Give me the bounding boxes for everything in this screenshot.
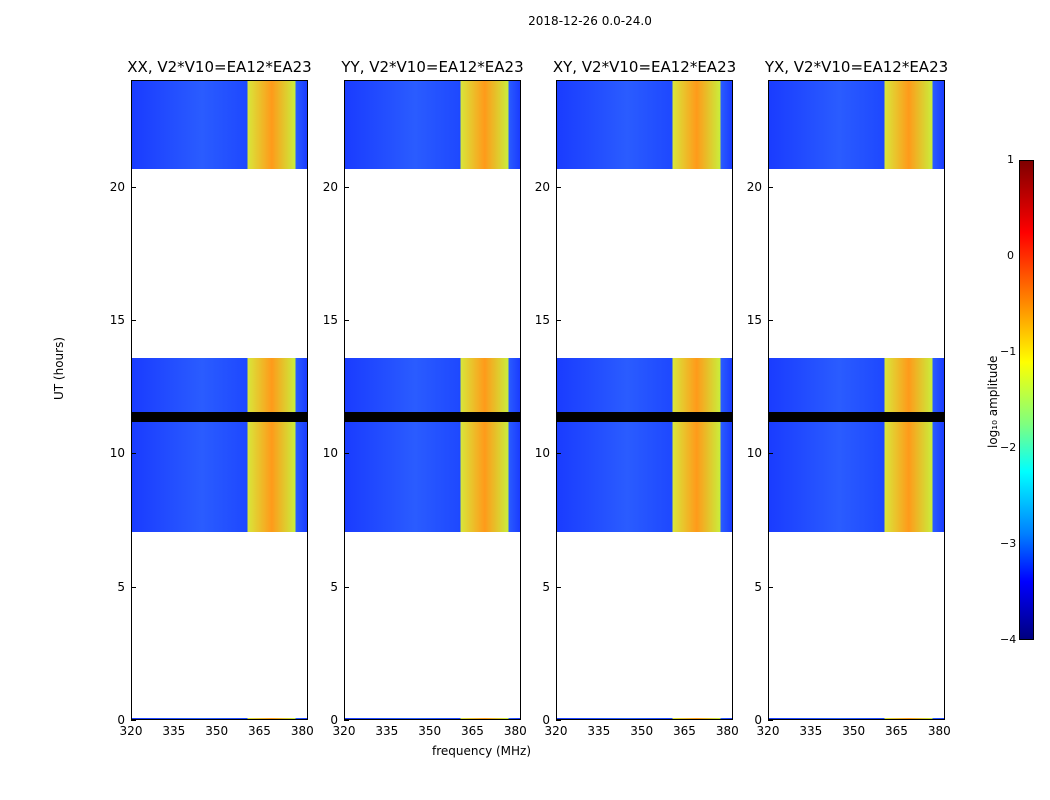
y-tick [768, 586, 773, 588]
panel-title: XX, V2*V10=EA12*EA23 [127, 58, 312, 76]
x-tick-label: 335 [799, 724, 823, 738]
y-tick-label: 15 [109, 313, 125, 327]
data-band [345, 81, 520, 169]
data-band [132, 718, 307, 719]
x-tick-label: 365 [248, 724, 271, 738]
y-tick [556, 586, 561, 588]
x-tick-label: 350 [205, 724, 229, 738]
heatmap-plot-area [344, 80, 521, 720]
colorbar [1019, 160, 1034, 640]
y-tick-label: 0 [117, 713, 125, 727]
y-tick [556, 320, 561, 321]
x-tick-label: 350 [630, 724, 654, 738]
heatmap-plot-area [768, 80, 945, 720]
data-band [345, 718, 520, 719]
x-axis-label: frequency (MHz) [432, 744, 532, 758]
panel-title: XY, V2*V10=EA12*EA23 [552, 58, 737, 76]
colorbar-tick-label: 0 [1007, 249, 1014, 262]
panel-title: YY, V2*V10=EA12*EA23 [341, 58, 524, 76]
x-tick-label: 335 [375, 724, 399, 738]
y-tick-label: 20 [746, 179, 762, 194]
y-tick [344, 320, 349, 321]
y-tick-label: 20 [534, 179, 550, 194]
y-tick-label: 15 [322, 313, 338, 327]
heatmap-panel: XY, V2*V10=EA12*EA23 0 5 10 15 20 320 335 350 365… [535, 58, 739, 738]
x-tick-label: 365 [461, 724, 484, 738]
y-tick-label: 10 [322, 446, 338, 461]
y-tick [768, 453, 773, 455]
y-tick-label: 5 [754, 579, 762, 594]
y-tick [556, 453, 561, 455]
data-band [345, 473, 520, 532]
panel-title: YX, V2*V10=EA12*EA23 [764, 58, 949, 76]
data-band [769, 81, 944, 169]
y-tick-label: 15 [534, 313, 550, 327]
y-tick-label: 20 [109, 179, 125, 194]
x-tick-label: 320 [119, 724, 143, 738]
heatmap-panel: YX, V2*V10=EA12*EA23 0 5 10 15 20 320 335 350 365… [747, 58, 951, 738]
y-tick [768, 720, 773, 721]
flagged-band [557, 411, 732, 423]
flagged-band [345, 411, 520, 423]
y-axis-label: UT (hours) [52, 336, 66, 400]
heatmap-plot-area [556, 80, 733, 720]
x-tick-label: 335 [587, 724, 611, 738]
data-band [769, 718, 944, 719]
x-tick-label: 365 [673, 724, 696, 738]
heatmap-plot-area [131, 80, 308, 720]
x-tick-label: 320 [756, 724, 780, 738]
x-tick-label: 380 [927, 724, 951, 738]
colorbar-tick-label: −2 [1000, 441, 1017, 454]
y-tick [131, 186, 136, 188]
y-tick [344, 586, 349, 588]
y-tick [768, 186, 773, 188]
data-band [132, 81, 307, 169]
y-tick-label: 0 [542, 713, 550, 727]
y-tick-label: 10 [746, 446, 762, 461]
y-tick-label: 0 [330, 713, 338, 727]
y-tick-label: 10 [534, 446, 550, 461]
x-tick-label: 380 [290, 724, 314, 738]
y-tick [556, 720, 561, 721]
figure-suptitle: 2018-12-26 0.0-24.0 [528, 14, 652, 28]
colorbar-tick-label: −3 [1000, 537, 1017, 550]
y-tick-label: 15 [746, 313, 762, 327]
colorbar-tick-label: −4 [1000, 633, 1017, 646]
x-tick-label: 350 [418, 724, 442, 738]
x-tick-label: 350 [842, 724, 866, 738]
x-tick-label: 335 [162, 724, 186, 738]
y-tick [131, 720, 136, 721]
heatmap-panel: XX, V2*V10=EA12*EA23 0 5 10 15 20 320 335 350 365… [110, 58, 314, 738]
data-band [557, 473, 732, 532]
flagged-band [132, 411, 307, 423]
y-tick [768, 320, 773, 321]
y-tick [344, 453, 349, 455]
data-band [132, 473, 307, 532]
data-band [557, 718, 732, 719]
y-tick-label: 20 [322, 179, 338, 194]
y-tick [131, 453, 136, 455]
y-tick [556, 186, 561, 188]
colorbar-label: log₁₀ amplitude [986, 355, 1000, 448]
x-tick-label: 365 [885, 724, 908, 738]
colorbar-tick-label: −1 [1000, 345, 1017, 358]
y-tick [131, 586, 136, 588]
data-band [557, 81, 732, 169]
y-tick-label: 10 [109, 446, 125, 461]
y-tick [344, 720, 349, 721]
y-tick [344, 186, 349, 188]
colorbar-tick-label: 1 [1007, 153, 1014, 166]
y-tick-label: 0 [754, 713, 762, 727]
x-tick-label: 380 [503, 724, 527, 738]
flagged-band [769, 411, 944, 423]
x-tick-label: 320 [332, 724, 356, 738]
y-tick-label: 5 [330, 579, 338, 594]
y-tick-label: 5 [117, 579, 125, 594]
y-tick-label: 5 [542, 579, 550, 594]
y-tick [131, 320, 136, 321]
data-band [769, 473, 944, 532]
heatmap-panel: YY, V2*V10=EA12*EA23 0 5 10 15 20 320 335 350 365… [323, 58, 527, 738]
x-tick-label: 320 [544, 724, 568, 738]
x-tick-label: 380 [715, 724, 739, 738]
